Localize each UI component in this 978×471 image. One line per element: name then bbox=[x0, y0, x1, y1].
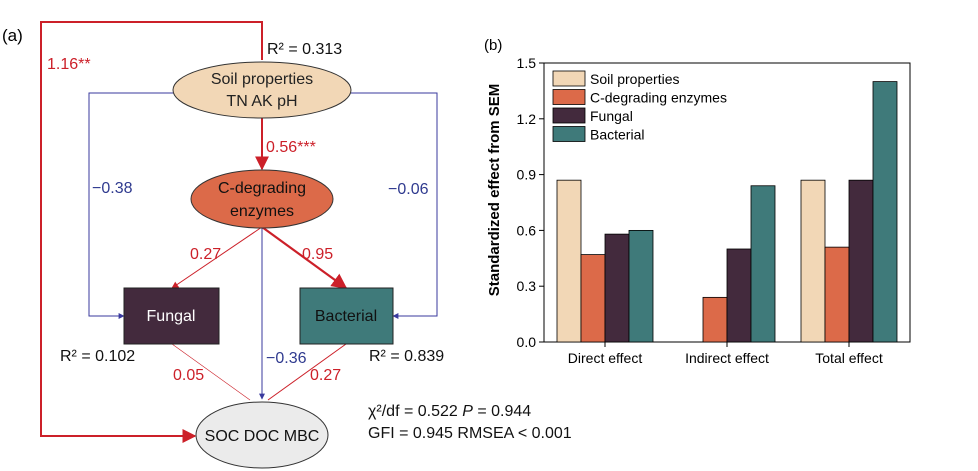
bar bbox=[556, 179, 582, 343]
bar bbox=[580, 254, 606, 343]
bacterial-box bbox=[299, 287, 394, 345]
coef-soil-bacterial: −0.06 bbox=[388, 181, 429, 198]
bar bbox=[726, 248, 752, 343]
fit-stat-line2: GFI = 0.945 RMSEA < 0.001 bbox=[368, 425, 572, 442]
soil-variables: TN AK pH bbox=[226, 93, 297, 110]
enzyme-label-line2: enzymes bbox=[230, 203, 294, 220]
panel-b-bar-chart: (b) Standardized effect from SEM 0.00.30… bbox=[484, 37, 911, 366]
panel-b-label: (b) bbox=[484, 37, 502, 54]
coef-soil-carbon: 1.16** bbox=[47, 56, 91, 73]
y-tick-label: 0.9 bbox=[517, 167, 537, 183]
legend-swatch bbox=[552, 70, 586, 87]
node-c-degrading-enzymes: C-degrading enzymes bbox=[190, 169, 334, 229]
y-tick-label: 1.5 bbox=[517, 55, 537, 71]
coef-bacterial-carbon: 0.27 bbox=[310, 367, 341, 384]
soil-ellipse bbox=[172, 61, 352, 119]
bar bbox=[702, 296, 728, 343]
bar bbox=[604, 233, 630, 343]
fit-chi: χ²/df = 0.522 bbox=[368, 403, 462, 420]
coef-enzyme-bacterial: 0.95 bbox=[302, 246, 333, 263]
r2-bacterial: R² = 0.839 bbox=[369, 348, 444, 365]
panel-a-sem: (a) Soil properties TN AK pH C-degrading… bbox=[2, 21, 572, 469]
path-enzyme-to-bacterial bbox=[261, 226, 348, 289]
coef-soil-fungal: −0.38 bbox=[92, 180, 133, 197]
bar bbox=[800, 179, 826, 343]
soil-label: Soil properties bbox=[211, 71, 313, 88]
enzyme-ellipse bbox=[190, 169, 334, 229]
bacterial-label: Bacterial bbox=[315, 308, 377, 325]
legend-swatch bbox=[552, 89, 586, 105]
legend-swatch bbox=[552, 126, 586, 142]
r2-soil: R² = 0.313 bbox=[267, 41, 342, 58]
legend-swatch bbox=[552, 107, 586, 124]
carbon-label: SOC DOC MBC bbox=[205, 428, 320, 445]
bar bbox=[750, 185, 776, 343]
plot-area: 0.0 0.3 0.6 0.9 1.2 1.5 Direct effect Indirect … bbox=[517, 55, 911, 366]
y-tick-label: 0.3 bbox=[517, 278, 537, 294]
bar bbox=[848, 179, 874, 343]
coef-fungal-carbon: 0.05 bbox=[173, 367, 204, 384]
bar bbox=[824, 246, 850, 343]
node-bacterial: Bacterial bbox=[299, 287, 394, 345]
legend-label: Bacterial bbox=[590, 127, 644, 143]
x-tick-label: Total effect bbox=[815, 350, 883, 366]
legend-label: C-degrading enzymes bbox=[590, 90, 727, 106]
node-soil-properties: Soil properties TN AK pH bbox=[172, 61, 352, 119]
fungal-box bbox=[123, 287, 220, 345]
coef-soil-enzyme: 0.56*** bbox=[266, 139, 316, 156]
fit-stat-line1: χ²/df = 0.522 P = 0.944 bbox=[368, 403, 531, 420]
legend-label: Soil properties bbox=[590, 71, 680, 87]
bar bbox=[872, 81, 898, 343]
path-soil-to-bacterial bbox=[351, 92, 438, 319]
path-soil-to-carbon bbox=[40, 21, 263, 443]
path-enzyme-to-fungal bbox=[171, 226, 263, 289]
fit-p-symbol: P bbox=[462, 403, 473, 420]
path-soil-to-fungal bbox=[88, 92, 173, 319]
x-tick-label: Direct effect bbox=[568, 350, 643, 366]
legend-label: Fungal bbox=[590, 108, 633, 124]
y-tick-label: 1.2 bbox=[517, 111, 537, 127]
path-bacterial-to-carbon bbox=[267, 343, 347, 401]
node-soil-carbon: SOC DOC MBC bbox=[195, 401, 329, 469]
enzyme-label-line1: C-degrading bbox=[218, 180, 306, 197]
fit-p-value: = 0.944 bbox=[473, 403, 531, 420]
r2-fungal: R² = 0.102 bbox=[60, 348, 135, 365]
y-axis-title: Standardized effect from SEM bbox=[486, 84, 503, 297]
y-tick-label: 0.6 bbox=[517, 222, 537, 238]
path-fungal-to-carbon bbox=[171, 343, 251, 401]
coef-enzyme-fungal: 0.27 bbox=[190, 246, 221, 263]
panel-a-label: (a) bbox=[2, 26, 23, 45]
x-tick-label: Indirect effect bbox=[685, 350, 769, 366]
node-fungal: Fungal bbox=[123, 287, 220, 345]
fungal-label: Fungal bbox=[147, 308, 196, 325]
coef-enzyme-carbon: −0.36 bbox=[266, 350, 307, 367]
y-tick-label: 0.0 bbox=[517, 334, 537, 350]
bar bbox=[628, 229, 654, 343]
carbon-ellipse bbox=[195, 401, 329, 469]
